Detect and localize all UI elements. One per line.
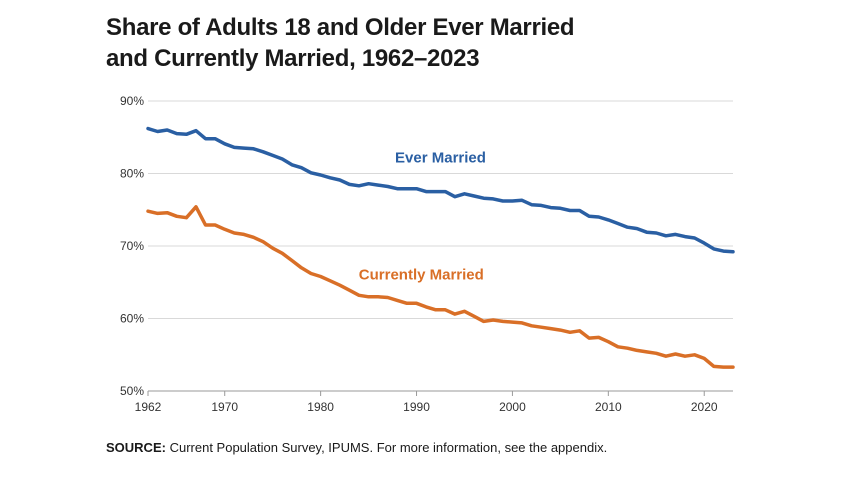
series-line-ever-married [146,126,735,254]
y-tick-label: 70% [120,239,144,253]
chart-title: Share of Adults 18 and Older Ever Marrie… [106,12,726,74]
source-text: Current Population Survey, IPUMS. For mo… [169,440,608,455]
series-label-ever-married: Ever Married [395,150,486,167]
x-tick-label: 1962 [135,400,162,414]
x-tick-label: 1980 [307,400,334,414]
y-tick-label: 60% [120,312,144,326]
series-label-currently-married: Currently Married [359,266,484,283]
x-tick-label: 2020 [691,400,718,414]
chart-title-line-2: and Currently Married, 1962–2023 [106,45,480,72]
x-tick-label: 1990 [403,400,430,414]
series-line-currently-married [146,205,735,369]
x-tick-label: 2010 [595,400,622,414]
source-label: SOURCE: [106,440,166,455]
chart-title-line-1: Share of Adults 18 and Older Ever Marrie… [106,14,575,41]
x-tick-label: 1970 [211,400,238,414]
source-note: SOURCE: Current Population Survey, IPUMS… [106,440,607,455]
x-tick-label: 2000 [499,400,526,414]
y-tick-label: 80% [120,167,144,181]
y-tick-label: 90% [120,94,144,108]
y-tick-label: 50% [120,384,144,398]
